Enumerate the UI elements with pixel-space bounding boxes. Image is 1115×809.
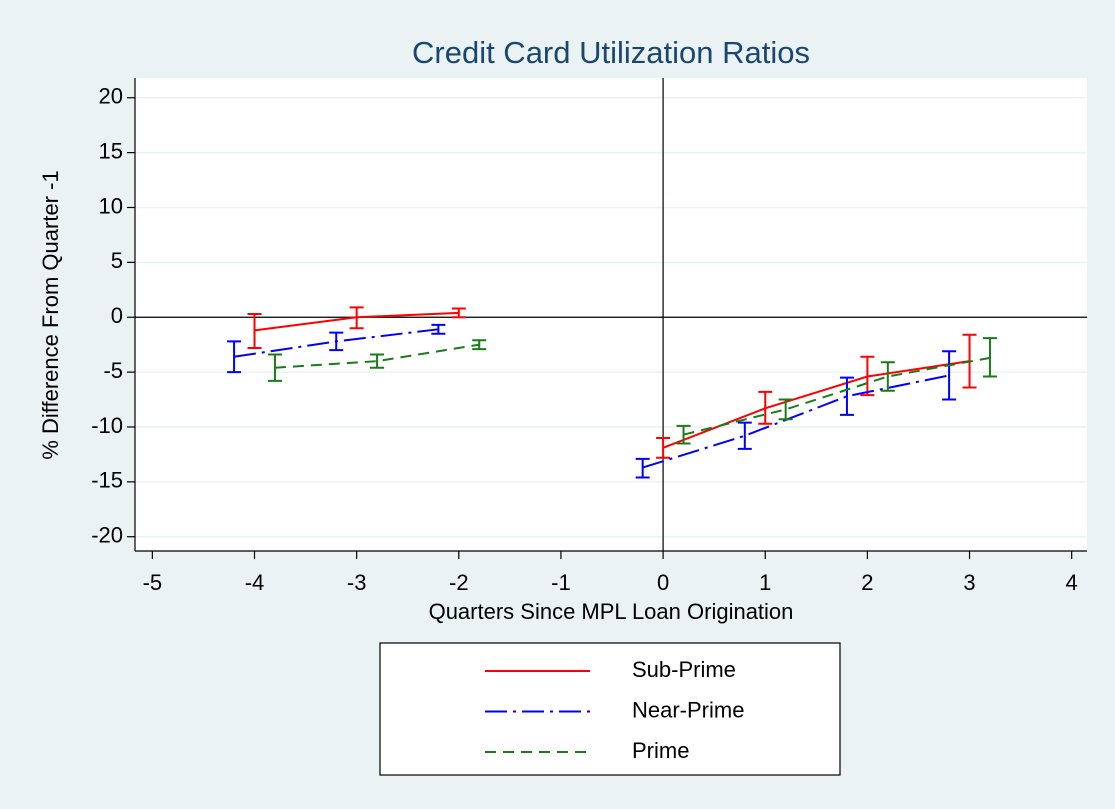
y-axis-title: % Difference From Quarter -1: [38, 170, 63, 459]
error-bar: [451, 307, 466, 319]
error-bar: [860, 355, 875, 397]
legend-label: Prime: [632, 738, 689, 763]
error-bar: [267, 353, 282, 382]
error-bar: [472, 339, 487, 351]
y-tick-label: -5: [103, 358, 123, 383]
y-tick-label: 5: [111, 248, 123, 273]
error-bar: [656, 436, 671, 459]
legend-label: Sub-Prime: [632, 657, 736, 682]
chart-title: Credit Card Utilization Ratios: [412, 35, 810, 70]
error-bar: [431, 323, 446, 335]
x-tick-label: -4: [245, 570, 265, 595]
error-bar: [329, 331, 344, 352]
x-tick-label: 2: [861, 570, 873, 595]
y-tick-label: 20: [99, 84, 123, 109]
error-bar: [635, 457, 650, 479]
y-tick-label: 0: [111, 303, 123, 328]
error-bar: [737, 421, 752, 450]
y-tick-label: -20: [91, 523, 123, 548]
x-tick-label: 1: [759, 570, 771, 595]
error-bar: [676, 424, 691, 445]
x-tick-label: -5: [143, 570, 163, 595]
y-tick-label: -10: [91, 413, 123, 438]
x-axis-title: Quarters Since MPL Loan Origination: [429, 599, 794, 624]
x-tick-label: 4: [1066, 570, 1078, 595]
error-bar: [247, 312, 262, 349]
legend-box: [379, 642, 841, 776]
error-bar: [758, 390, 773, 425]
x-tick-label: -1: [551, 570, 571, 595]
x-tick-label: 3: [963, 570, 975, 595]
error-bar: [880, 361, 895, 392]
y-tick-label: 15: [99, 138, 123, 163]
legend-label: Near-Prime: [632, 697, 744, 722]
x-tick-label: 0: [657, 570, 669, 595]
series-line: [274, 343, 991, 436]
x-tick-label: -3: [347, 570, 367, 595]
y-tick-label: 10: [99, 193, 123, 218]
x-tick-label: -2: [449, 570, 469, 595]
error-bar: [942, 350, 957, 401]
plot-area: [135, 78, 1087, 551]
error-bar: [982, 337, 997, 378]
error-bar: [839, 376, 854, 416]
error-bar: [778, 398, 793, 421]
error-bar: [370, 353, 385, 369]
error-bar: [349, 306, 364, 330]
error-bar: [227, 340, 242, 374]
y-tick-label: -15: [91, 468, 123, 493]
